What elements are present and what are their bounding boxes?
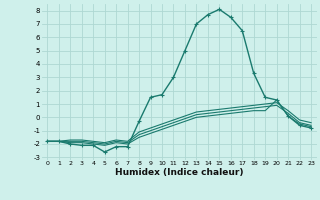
X-axis label: Humidex (Indice chaleur): Humidex (Indice chaleur) <box>115 168 244 177</box>
